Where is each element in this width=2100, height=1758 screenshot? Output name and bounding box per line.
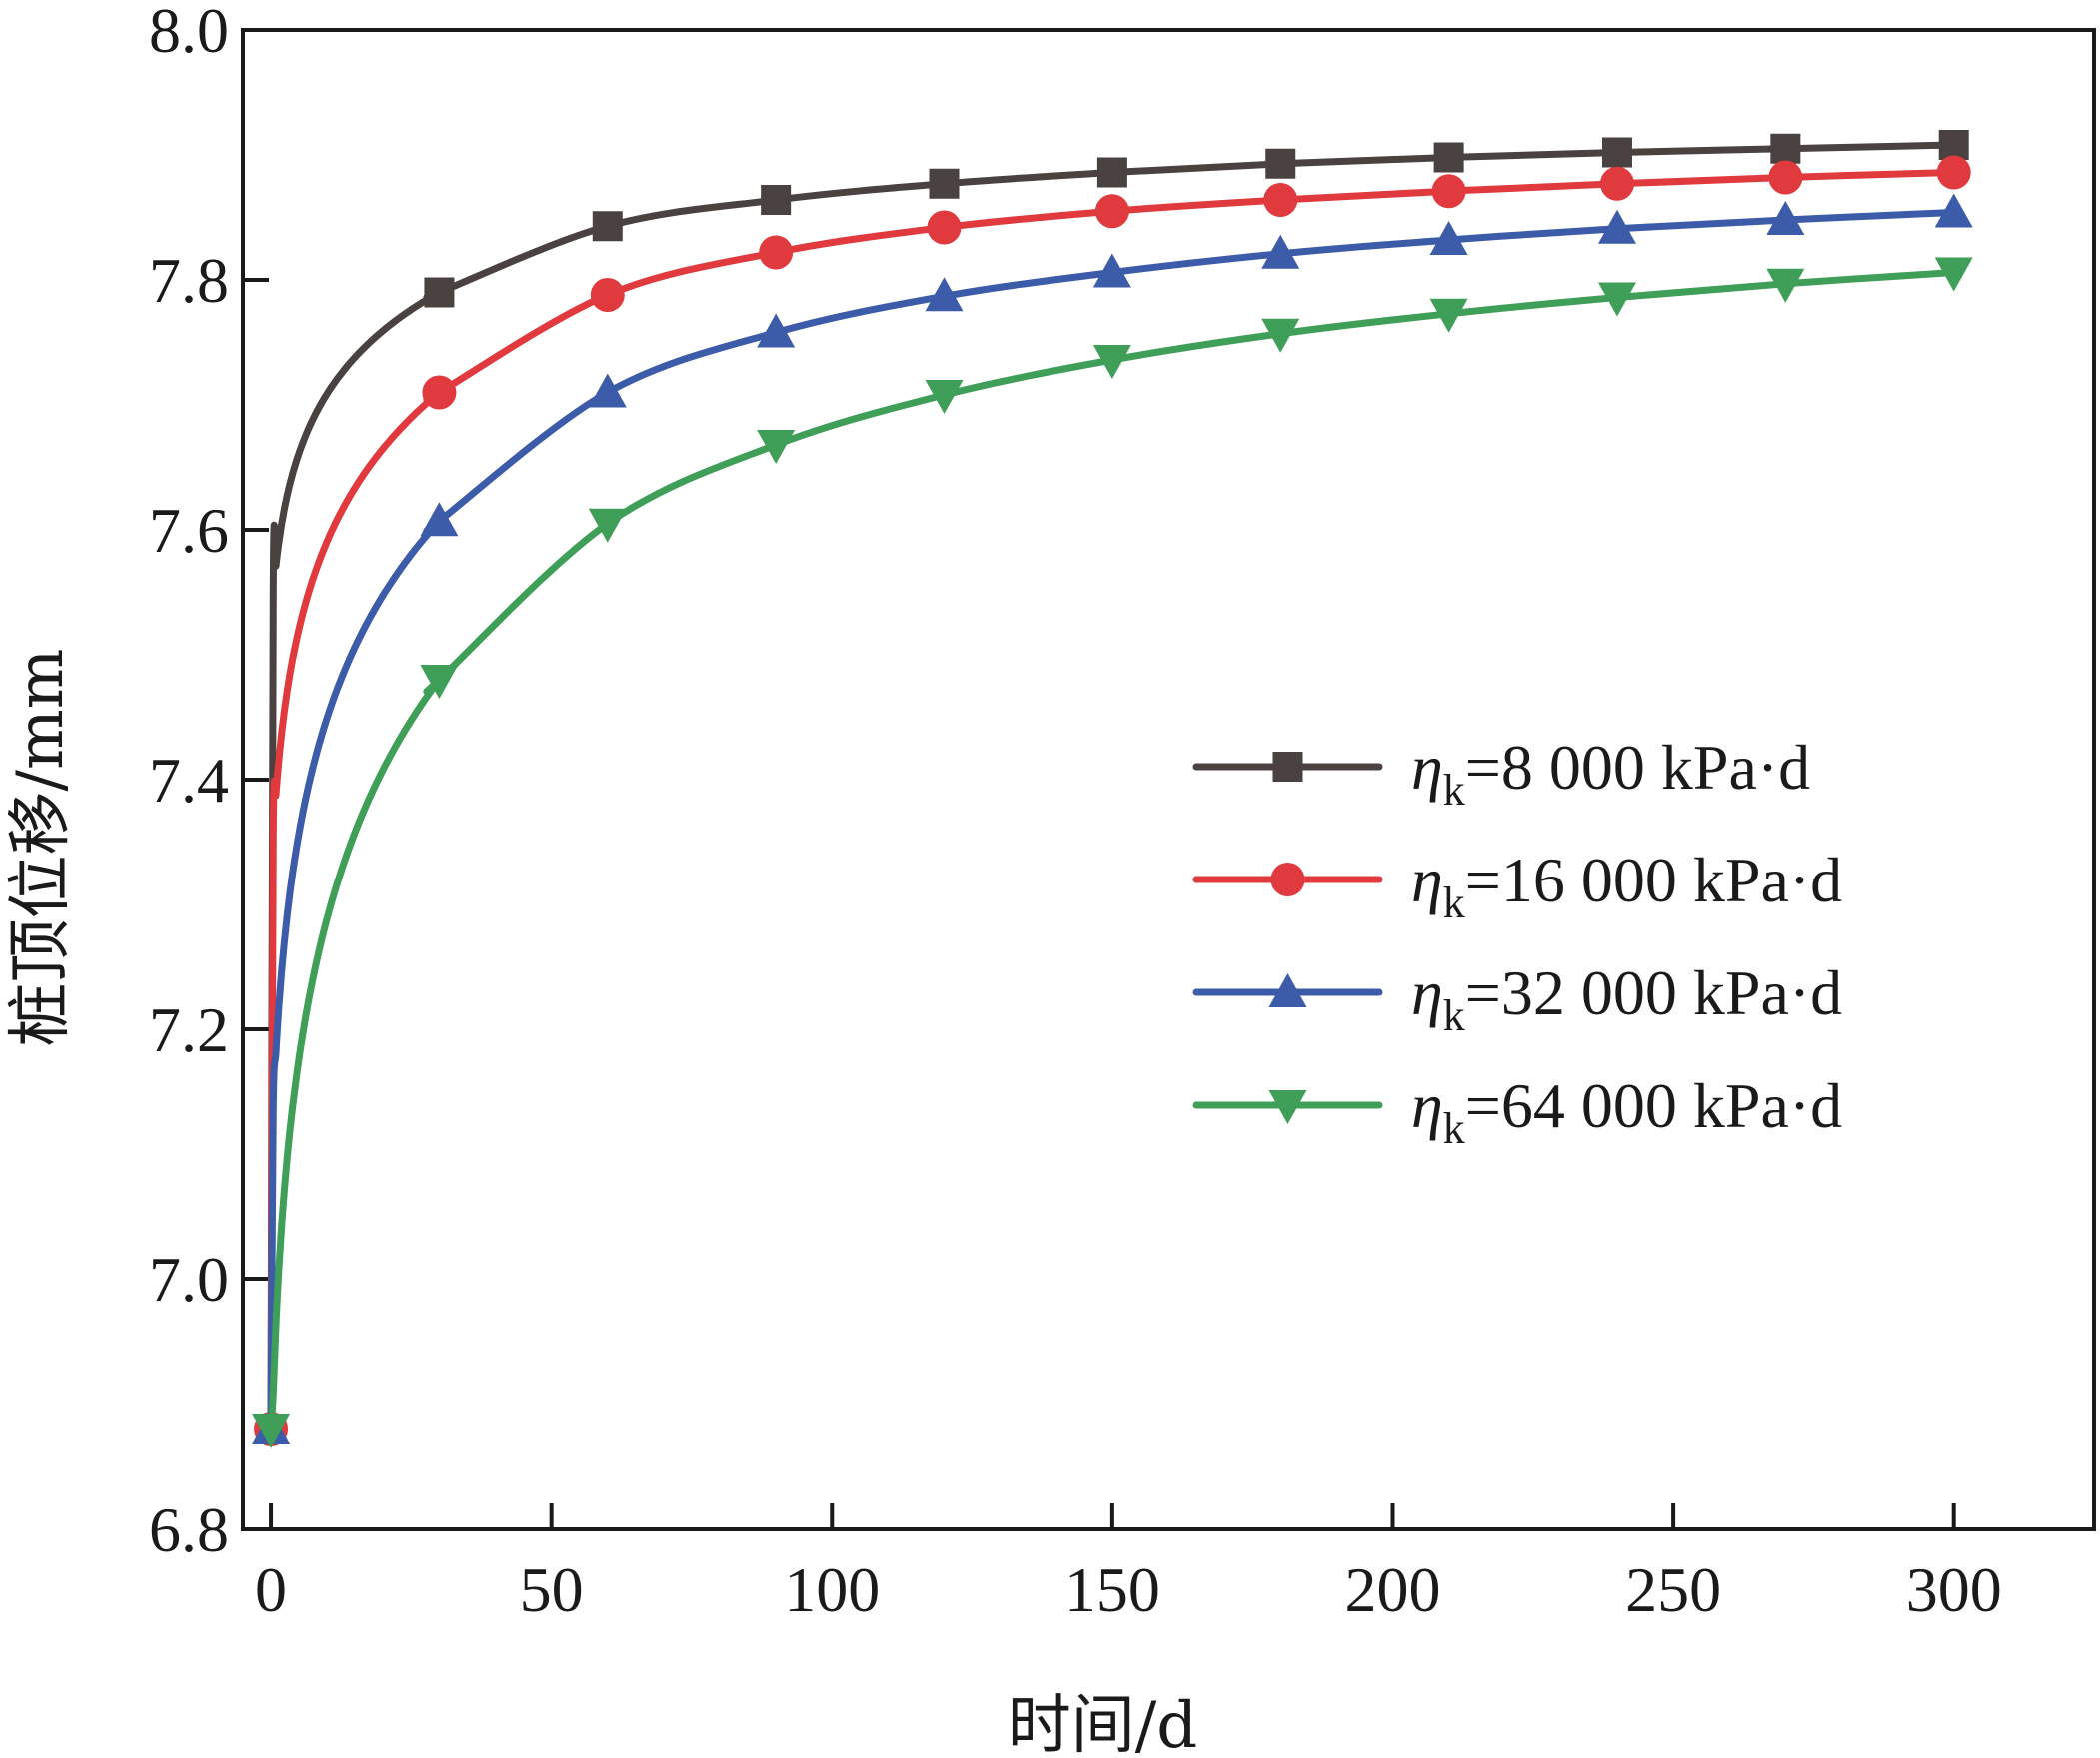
data-point-triangle-up [1597, 209, 1636, 244]
y-axis-title: 桩顶位移/mm [4, 649, 78, 1047]
data-point-triangle-up [1429, 221, 1468, 255]
data-point-square [1938, 130, 1969, 160]
data-point-circle [1094, 194, 1129, 229]
data-point-triangle-up [420, 502, 459, 537]
data-point-triangle-down [1934, 257, 1973, 292]
data-point-circle [590, 278, 625, 312]
series-triangle-down [252, 257, 1973, 1448]
data-point-square [424, 277, 455, 308]
legend-label-triangle-up: ηk=32 000 kPa·d [1411, 957, 1842, 1040]
data-point-circle [1599, 166, 1634, 201]
series-line-triangle-up [267, 209, 1958, 1433]
data-point-triangle-down [1429, 298, 1468, 333]
y-tick-label: 6.8 [149, 1494, 229, 1565]
data-point-triangle-up [1092, 253, 1131, 288]
data-point-square [592, 211, 623, 242]
series-line-square [267, 141, 1958, 1433]
data-point-square [1601, 137, 1632, 168]
data-point-triangle-down [925, 380, 964, 414]
data-point-circle [759, 235, 794, 270]
legend-marker-square [1272, 752, 1303, 782]
data-point-circle [927, 210, 962, 245]
legend-marker-triangle-up [1268, 973, 1307, 1007]
data-point-triangle-down [420, 665, 459, 699]
x-tick-label: 0 [255, 1554, 287, 1625]
x-axis-title: 时间/d [1008, 1689, 1198, 1758]
series-line-circle [267, 169, 1958, 1433]
data-point-triangle-down [757, 430, 796, 464]
data-point-triangle-up [757, 313, 796, 348]
legend-label-square: ηk=8 000 kPa·d [1411, 732, 1810, 815]
series-triangle-up [252, 193, 1973, 1444]
data-point-circle [1263, 183, 1298, 217]
data-point-triangle-down [252, 1414, 291, 1448]
data-point-square [1096, 157, 1127, 188]
legend: ηk=8 000 kPa·d ηk=16 000 kPa·d ηk=32 000 k… [1192, 732, 1842, 1153]
data-point-triangle-down [1766, 268, 1805, 303]
data-point-square [761, 185, 792, 215]
data-point-square [1265, 148, 1296, 179]
y-tick-label: 8.0 [149, 0, 229, 66]
legend-label-circle: ηk=16 000 kPa·d [1411, 845, 1842, 927]
x-tick-label: 150 [1064, 1554, 1160, 1625]
data-point-triangle-down [1092, 345, 1131, 379]
legend-marker-circle [1270, 863, 1305, 896]
data-point-triangle-up [925, 277, 964, 312]
data-point-triangle-down [1597, 282, 1636, 317]
series-layer [252, 130, 1973, 1448]
legend-marker-triangle-down [1268, 1090, 1307, 1124]
x-tick-label: 250 [1625, 1554, 1721, 1625]
data-point-circle [1936, 155, 1971, 190]
data-point-circle [422, 375, 457, 410]
y-tick-label: 7.6 [149, 495, 229, 566]
data-point-square [1433, 142, 1464, 173]
data-point-triangle-up [1261, 234, 1300, 269]
data-point-triangle-up [1934, 193, 1973, 228]
data-point-triangle-down [1261, 318, 1300, 353]
data-point-square [1770, 133, 1801, 164]
data-point-triangle-up [1766, 201, 1805, 235]
x-tick-label: 50 [520, 1554, 584, 1625]
series-square [256, 130, 1969, 1444]
data-point-square [929, 168, 960, 199]
x-tick-label: 200 [1344, 1554, 1440, 1625]
y-tick-label: 7.4 [149, 745, 229, 816]
y-tick-label: 7.0 [149, 1244, 229, 1315]
legend-label-triangle-down: ηk=64 000 kPa·d [1411, 1070, 1842, 1153]
data-point-triangle-down [588, 508, 627, 543]
data-point-circle [1431, 174, 1466, 209]
y-tick-label: 7.2 [149, 994, 229, 1065]
data-point-circle [1768, 160, 1803, 195]
data-point-triangle-up [588, 373, 627, 408]
y-tick-label: 7.8 [149, 245, 229, 316]
tick-labels: 0 50 100 150 200 250 300 6.8 7.0 7.2 7.4 7.6 7.8 8.0 [149, 0, 2002, 1625]
x-tick-label: 300 [1906, 1554, 2002, 1625]
x-tick-label: 100 [784, 1554, 880, 1625]
axis-ticks [243, 28, 1956, 1531]
